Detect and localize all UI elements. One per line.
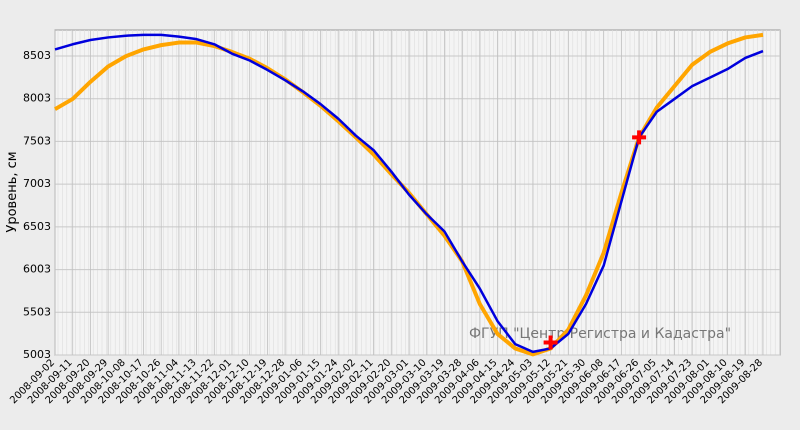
- y-tick-label: 6503: [23, 220, 51, 233]
- watermark: ФГУП "Центр Регистра и Кадастра": [469, 326, 731, 342]
- series-line: [54, 33, 764, 354]
- y-tick-label: 7503: [23, 134, 51, 147]
- marker: [632, 130, 647, 145]
- y-tick-label: 6003: [23, 263, 51, 276]
- y-tick-label: 8503: [23, 49, 51, 62]
- y-tick-label: 8003: [23, 92, 51, 105]
- y-axis-label: Уровень, см: [5, 151, 20, 232]
- plot-area: [54, 29, 781, 356]
- y-tick-label: 5503: [23, 305, 51, 318]
- y-tick-label: 7003: [23, 177, 51, 190]
- marker: [543, 335, 558, 350]
- y-tick-label: 5003: [23, 348, 51, 361]
